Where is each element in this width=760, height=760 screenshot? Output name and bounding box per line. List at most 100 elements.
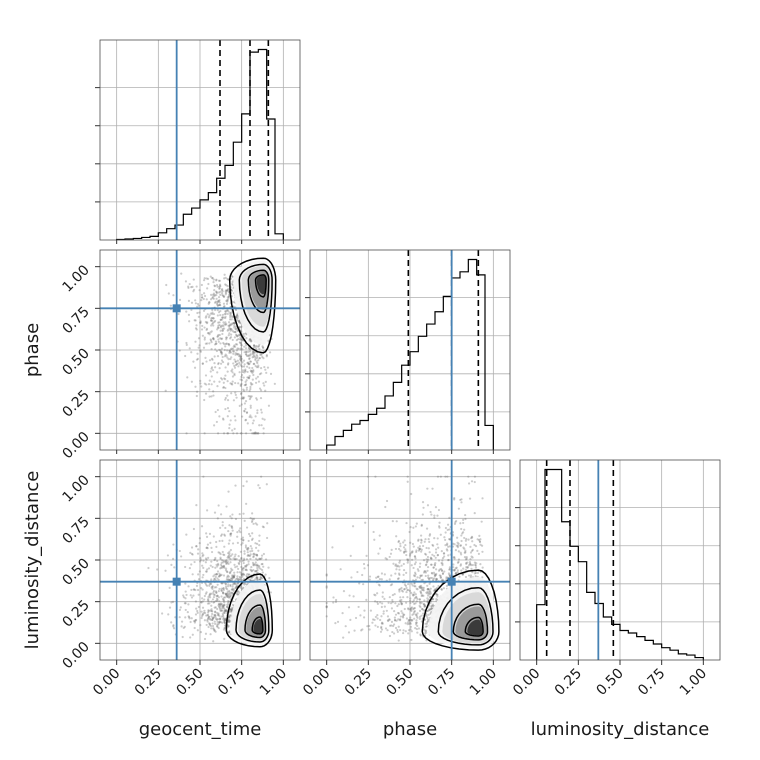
scatter-point xyxy=(228,557,231,560)
scatter-point xyxy=(447,558,450,562)
scatter-point xyxy=(464,543,468,546)
scatter-point xyxy=(390,620,394,623)
scatter-point xyxy=(208,342,211,345)
scatter-point xyxy=(234,364,238,367)
scatter-point xyxy=(239,384,242,388)
scatter-point xyxy=(227,593,230,596)
scatter-point xyxy=(208,583,211,586)
scatter-point xyxy=(228,555,231,558)
grid-lines xyxy=(326,250,494,450)
scatter-point xyxy=(191,553,194,556)
scatter-point xyxy=(228,410,231,413)
scatter-point xyxy=(426,560,429,563)
scatter-point xyxy=(187,603,190,606)
scatter-point xyxy=(378,584,381,587)
scatter-point xyxy=(233,322,236,325)
scatter-point xyxy=(426,600,429,603)
scatter-point xyxy=(224,291,228,294)
scatter-point xyxy=(223,607,226,611)
scatter-point xyxy=(244,568,248,571)
scatter-point xyxy=(218,621,221,625)
scatter-point xyxy=(213,293,216,297)
scatter-point xyxy=(222,321,225,324)
scatter-point xyxy=(248,415,251,419)
scatter-point xyxy=(456,544,460,547)
scatter-point xyxy=(209,370,212,373)
scatter-point xyxy=(342,590,346,593)
scatter-point xyxy=(179,606,182,609)
scatter-point xyxy=(211,622,214,625)
scatter-point xyxy=(479,538,482,541)
scatter-point xyxy=(441,578,444,581)
scatter-point xyxy=(332,601,335,604)
scatter-point xyxy=(425,558,428,561)
scatter-point xyxy=(216,408,219,412)
scatter-point xyxy=(210,293,213,296)
scatter-point xyxy=(384,505,387,509)
scatter-point xyxy=(240,573,243,576)
scatter-point xyxy=(205,584,209,587)
scatter-point xyxy=(431,598,434,601)
scatter-point xyxy=(373,538,376,541)
scatter-point xyxy=(262,346,265,350)
scatter-point xyxy=(463,528,466,531)
scatter-point xyxy=(238,371,241,374)
scatter-point xyxy=(426,618,429,621)
scatter-point xyxy=(224,276,227,279)
scatter-point xyxy=(427,538,430,541)
scatter-point xyxy=(212,615,216,619)
scatter-point xyxy=(439,567,443,571)
scatter-point xyxy=(266,366,270,369)
scatter-point xyxy=(224,624,227,627)
scatter-point xyxy=(218,301,221,304)
scatter-point xyxy=(366,564,370,567)
scatter-point xyxy=(419,634,422,637)
scatter-point xyxy=(238,353,242,357)
scatter-panel-geocent_time-phase xyxy=(99,249,301,451)
scatter-point xyxy=(222,564,226,567)
scatter-point xyxy=(239,393,243,396)
scatter-point xyxy=(227,334,230,337)
scatter-point xyxy=(456,561,460,564)
scatter-point xyxy=(426,555,430,559)
scatter-point xyxy=(398,568,401,571)
scatter-point xyxy=(227,551,230,555)
scatter-point xyxy=(400,602,404,605)
scatter-point xyxy=(424,604,427,607)
scatter-point xyxy=(252,563,255,566)
scatter-point xyxy=(226,296,229,299)
scatter-point xyxy=(383,573,386,576)
scatter-point xyxy=(185,343,188,346)
density-level xyxy=(256,275,266,295)
scatter-point xyxy=(207,567,211,570)
scatter-point xyxy=(217,596,221,599)
scatter-point xyxy=(262,349,265,353)
scatter-point xyxy=(211,624,215,628)
scatter-point xyxy=(399,615,402,618)
scatter-point xyxy=(432,577,436,580)
scatter-point xyxy=(427,592,431,595)
scatter-point xyxy=(396,604,399,608)
scatter-point xyxy=(413,575,417,578)
scatter-point xyxy=(196,352,199,355)
scatter-point xyxy=(245,354,249,357)
contour-line xyxy=(228,257,277,354)
scatter-point xyxy=(227,342,231,346)
scatter-point xyxy=(218,605,221,608)
scatter-point xyxy=(221,355,224,359)
scatter-point xyxy=(223,545,226,548)
scatter-point xyxy=(229,578,232,581)
scatter-point xyxy=(214,599,217,603)
scatter-point xyxy=(254,522,257,525)
scatter-point xyxy=(402,613,405,616)
scatter-point xyxy=(463,536,466,540)
scatter-point xyxy=(226,312,229,316)
scatter-point xyxy=(263,365,266,369)
scatter-point xyxy=(255,347,258,351)
scatter-point xyxy=(167,613,170,616)
scatter-point xyxy=(207,600,210,603)
scatter-point xyxy=(226,284,229,288)
x-tick-label: 0.25 xyxy=(552,666,585,699)
scatter-point xyxy=(220,573,223,576)
scatter-point xyxy=(202,292,206,295)
